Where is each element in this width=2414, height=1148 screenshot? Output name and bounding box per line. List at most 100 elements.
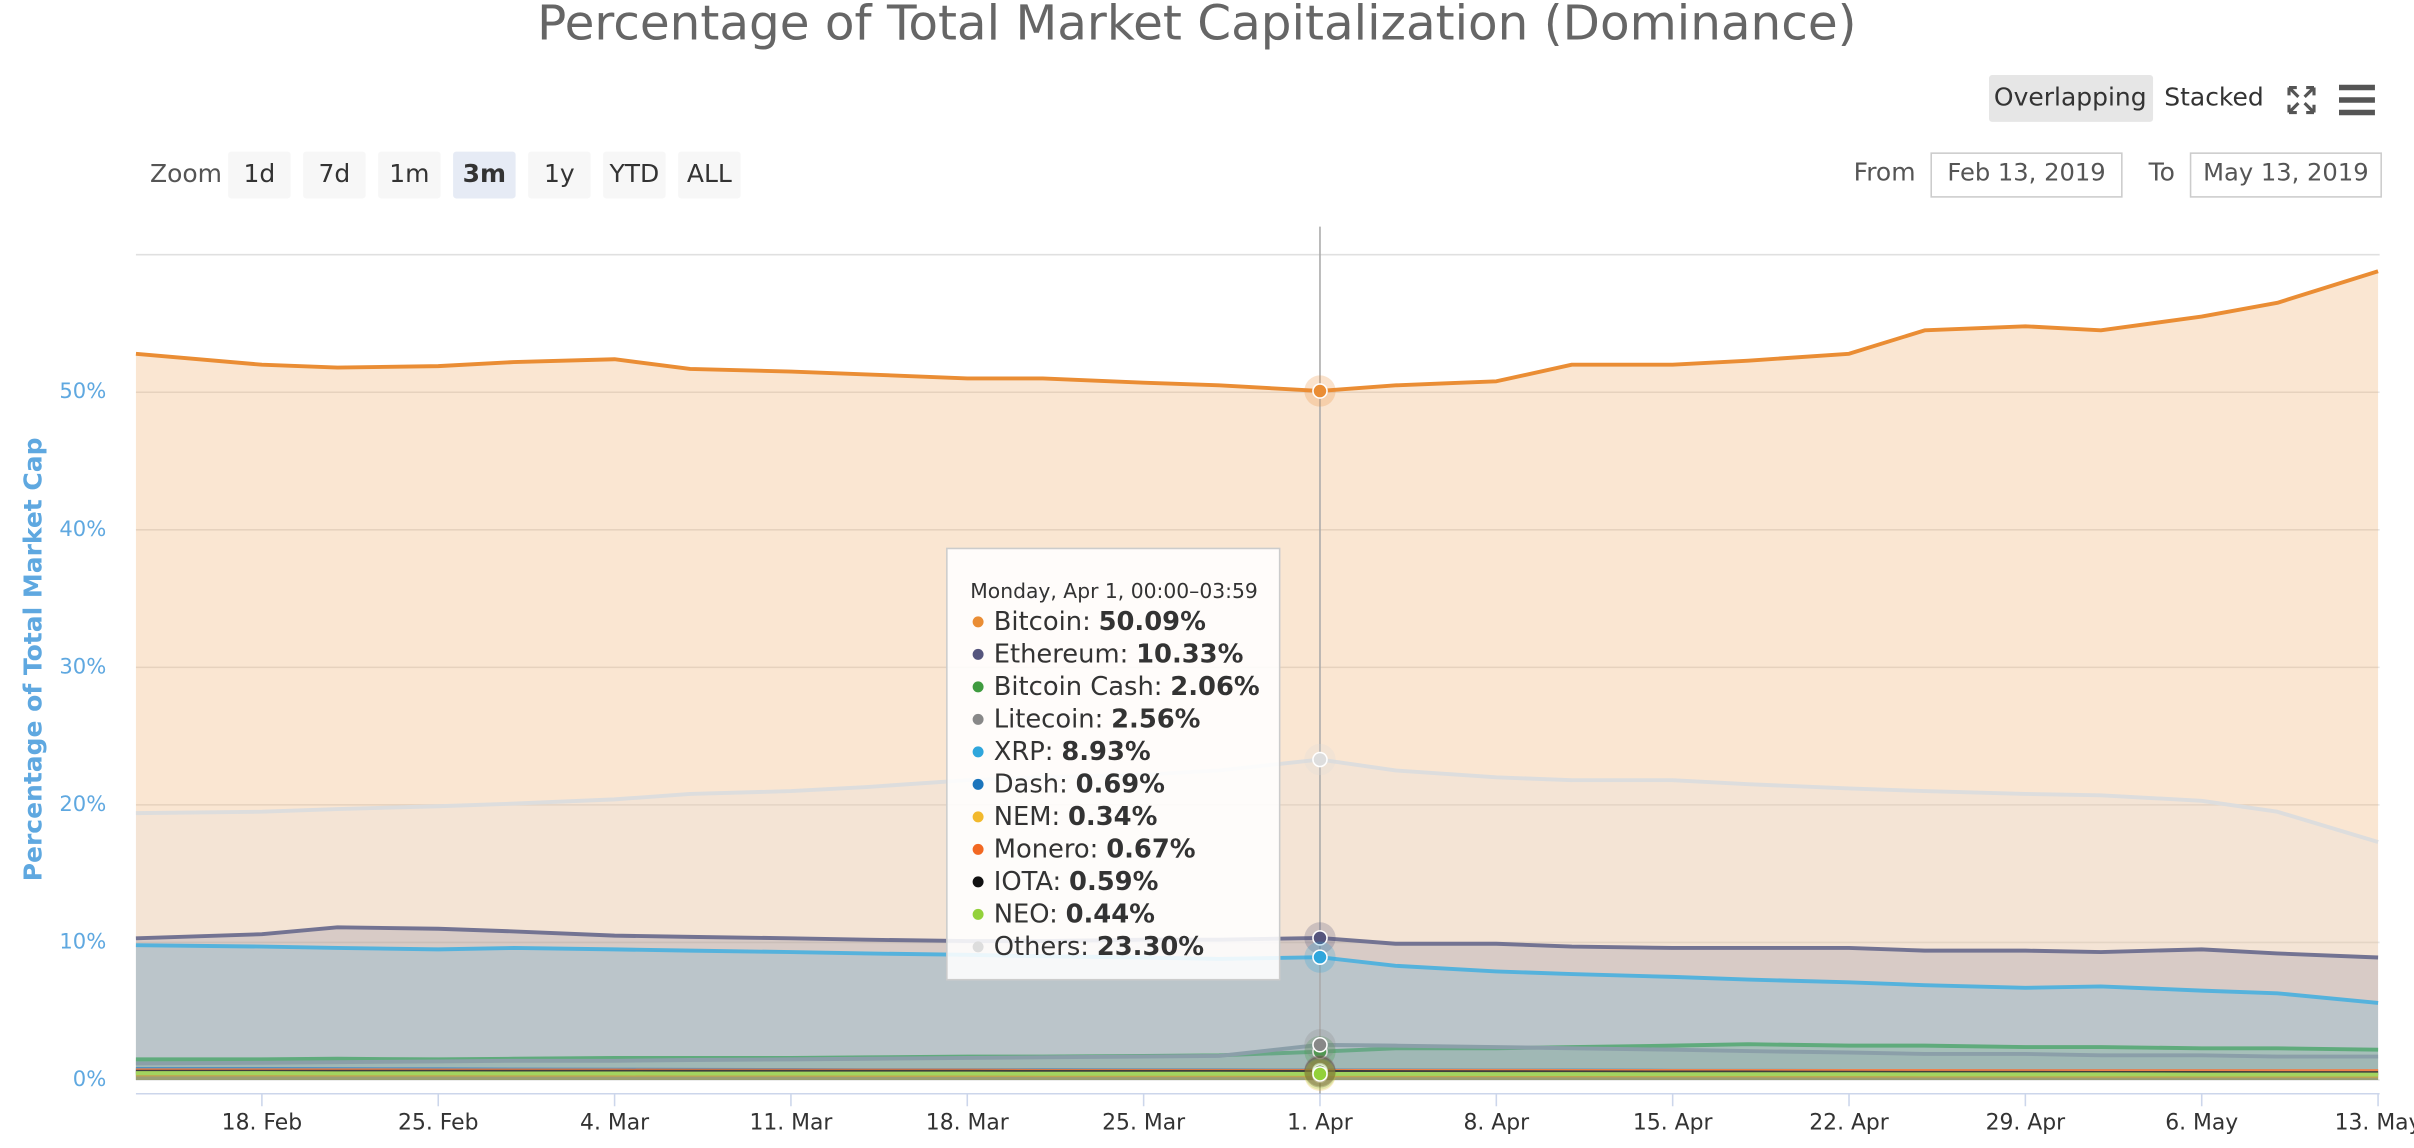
x-tick-label: 15. Apr: [1633, 1110, 1713, 1135]
tooltip-row: Monero: 0.67%: [994, 834, 1196, 864]
tooltip-label: NEO:: [994, 899, 1058, 929]
chart-title: Percentage of Total Market Capitalizatio…: [537, 0, 1856, 52]
from-input[interactable]: [1930, 152, 2123, 198]
tooltip-bullet: [972, 648, 984, 660]
hover: [1304, 226, 1336, 1094]
hover-marker: [1312, 1036, 1328, 1053]
areas: [135, 269, 2379, 1080]
stacked-label[interactable]: Stacked: [2164, 82, 2264, 111]
tooltip-row: NEM: 0.34%: [994, 801, 1158, 831]
from-label: From: [1854, 157, 1916, 186]
y-tick-label: 10%: [59, 928, 106, 953]
area-fill: [135, 945, 2379, 1080]
hover-marker: [1312, 1066, 1328, 1082]
y-tick-label: 20%: [59, 791, 106, 816]
tooltip-label: Bitcoin Cash:: [994, 671, 1163, 701]
zoom-button-label[interactable]: ALL: [687, 159, 732, 188]
zoom-buttons: 1d 7d 1m 3m 1y YTD ALL: [228, 151, 741, 199]
tooltip-label: Ethereum:: [994, 639, 1129, 669]
y-tick-label: 30%: [59, 653, 106, 678]
tooltip-value: 2.56%: [1111, 704, 1200, 734]
tooltip-row: Litecoin: 2.56%: [994, 704, 1201, 734]
to-value[interactable]: May 13, 2019: [2203, 158, 2369, 186]
tooltip-value: 50.09%: [1099, 606, 1206, 636]
tooltip-header: Monday, Apr 1, 00:00–03:59: [970, 579, 1258, 603]
x-tick-label: 11. Mar: [749, 1110, 832, 1135]
x-tick-label: 25. Feb: [398, 1110, 478, 1135]
from-value[interactable]: Feb 13, 2019: [1947, 158, 2105, 186]
tooltip-row: Others: 23.30%: [994, 931, 1204, 961]
zoom-button-label[interactable]: 3m: [463, 159, 506, 188]
menu-icon[interactable]: [2339, 84, 2375, 116]
x-tick-label: 22. Apr: [1809, 1110, 1889, 1135]
zoom-button[interactable]: [528, 151, 591, 199]
tooltip-row: XRP: 8.93%: [994, 736, 1151, 766]
tooltip-bullet: [972, 746, 984, 758]
tooltip-bullet: [972, 681, 984, 693]
zoom-button-label[interactable]: 7d: [318, 159, 350, 188]
tooltip-row: Dash: 0.69%: [994, 769, 1165, 799]
x-tick-label: 18. Feb: [222, 1110, 302, 1135]
tooltip-label: Monero:: [994, 834, 1099, 864]
tooltip-box: [946, 547, 1281, 981]
zoom-button[interactable]: [678, 151, 741, 199]
overlapping-button[interactable]: [1989, 75, 2154, 122]
x-tick-label: 1. Apr: [1287, 1110, 1353, 1135]
mode-switch: Overlapping Stacked: [1989, 75, 2375, 122]
y-tick-label: 40%: [59, 516, 106, 541]
zoom-button[interactable]: [453, 151, 516, 199]
zoom-button[interactable]: [228, 151, 291, 199]
zoom-button-label[interactable]: 1m: [389, 159, 429, 188]
tooltip-label: NEM:: [994, 801, 1060, 831]
tooltip-bullet: [972, 876, 984, 888]
x-tick-label: 25. Mar: [1102, 1110, 1185, 1135]
tooltip-value: 0.69%: [1076, 769, 1165, 799]
tooltip-value: 23.30%: [1097, 931, 1204, 961]
tooltip-bullet: [972, 616, 984, 628]
fullscreen-icon[interactable]: [2287, 85, 2316, 115]
tooltip-row: IOTA: 0.59%: [994, 866, 1159, 896]
tooltip-label: Bitcoin:: [994, 606, 1091, 636]
area-line: [135, 1042, 2379, 1066]
tooltip-row: Bitcoin: 50.09%: [994, 606, 1206, 636]
to-label: To: [2148, 157, 2175, 186]
tooltip-value: 0.59%: [1069, 866, 1158, 896]
zoom-label: Zoom: [150, 159, 222, 188]
x-tick-label: 6. May: [2165, 1110, 2238, 1135]
hover-marker: [1312, 383, 1328, 399]
x-tick-label: 13. May: [2335, 1110, 2414, 1135]
x-axis: 18. Feb 25. Feb 4. Mar 11. Mar 18. Mar 25. Ma…: [135, 1092, 2414, 1135]
hover-marker: [1312, 930, 1328, 946]
x-tick-label: 4. Mar: [580, 1110, 649, 1135]
hover-marker: [1312, 751, 1328, 768]
zoom-button[interactable]: [603, 151, 666, 199]
to-input[interactable]: [2189, 152, 2382, 198]
tooltip-bullet: [972, 811, 984, 823]
zoom-button[interactable]: [378, 151, 441, 199]
x-tick-label: 29. Apr: [1986, 1110, 2066, 1135]
zoom-button-label[interactable]: 1y: [544, 159, 575, 188]
zoom-button-label[interactable]: 1d: [243, 159, 275, 188]
overlapping-label[interactable]: Overlapping: [1994, 82, 2147, 111]
tooltip-label: XRP:: [994, 736, 1054, 766]
y-axis-title: Percentage of Total Market Cap: [18, 437, 47, 881]
area-line: [135, 1042, 2379, 1062]
y-tick-label: 0%: [73, 1066, 106, 1091]
x-tick-label: 8. Apr: [1464, 1110, 1530, 1135]
tooltip: Monday, Apr 1, 00:00–03:59 Bitcoin: 50.09…: [946, 547, 1281, 981]
y-tick-label: 50%: [59, 378, 106, 403]
tooltip-bullet: [972, 778, 984, 790]
tooltip-value: 10.33%: [1136, 639, 1243, 669]
area-line: [135, 269, 2379, 393]
tooltip-bullet: [972, 843, 984, 855]
zoom-button-label[interactable]: YTD: [608, 159, 659, 188]
tooltip-label: Dash:: [994, 769, 1068, 799]
tooltip-label: IOTA:: [994, 866, 1061, 896]
tooltip-label: Litecoin:: [994, 704, 1104, 734]
tooltip-bullet: [972, 908, 984, 920]
tooltip-value: 8.93%: [1061, 736, 1150, 766]
zoom-button[interactable]: [303, 151, 366, 199]
tooltip-bullet: [972, 713, 984, 725]
area-line: [135, 1071, 2379, 1077]
